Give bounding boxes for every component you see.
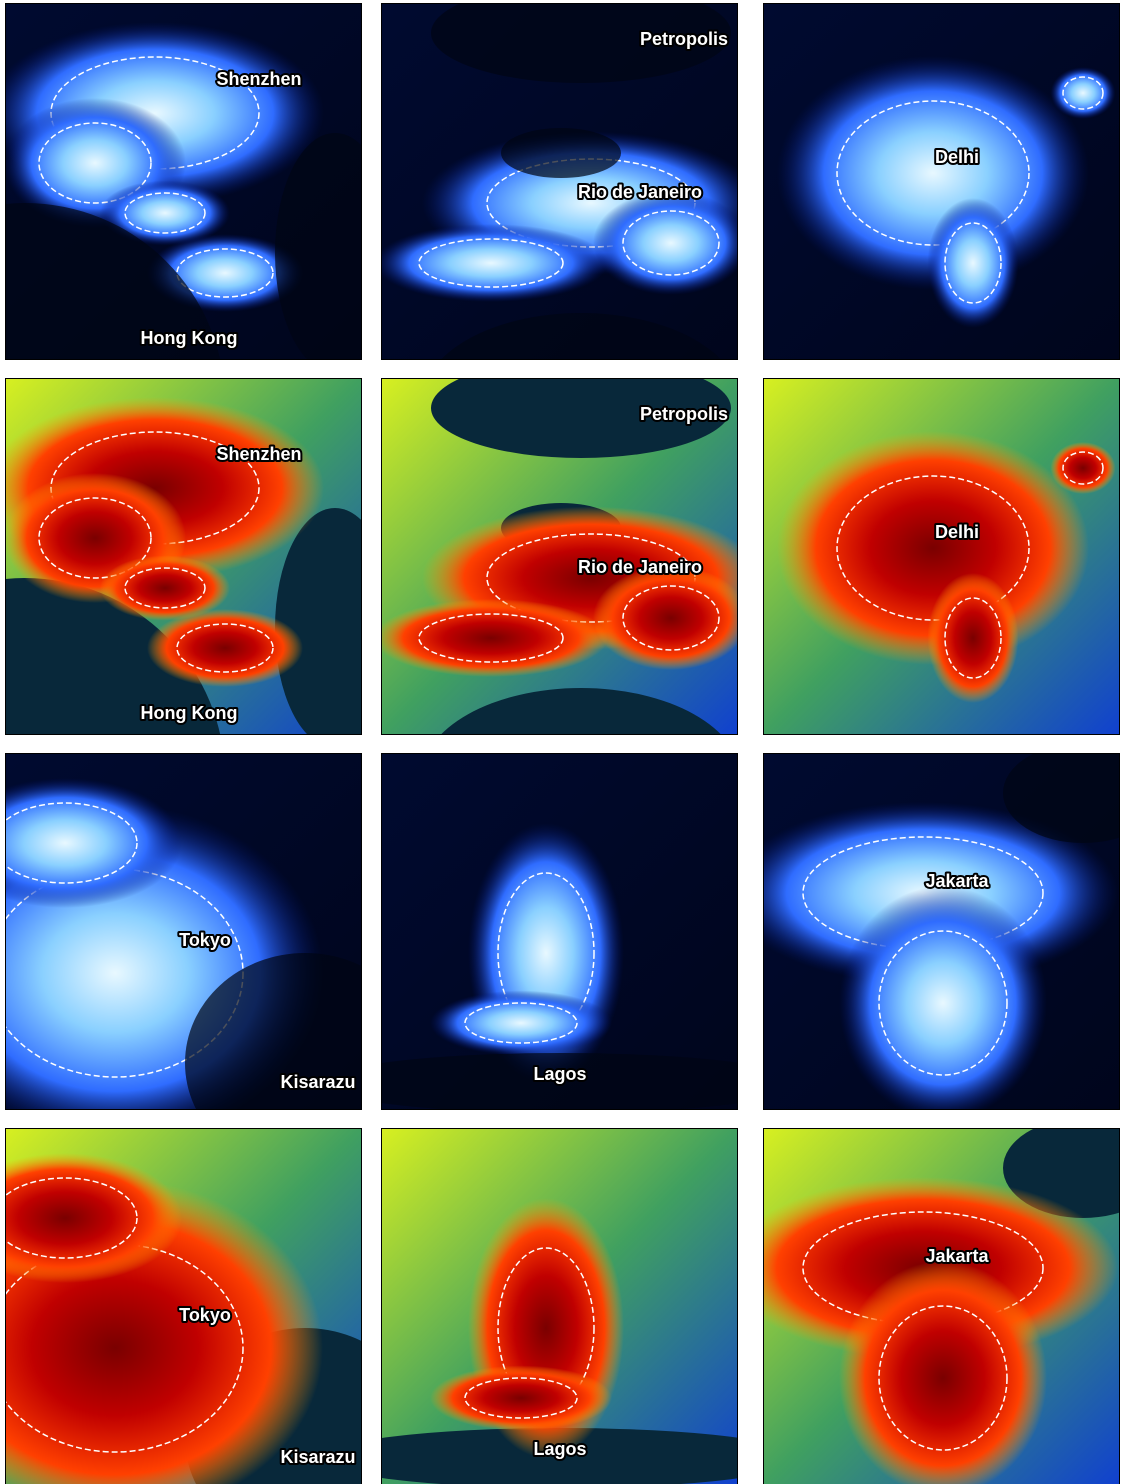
city-label: Shenzhen — [216, 444, 301, 464]
urban-glow — [147, 609, 303, 687]
night-light-map: Shenzhen Hong Kong — [5, 3, 362, 360]
city-label: Lagos — [533, 1439, 586, 1459]
density-map: Lagos — [381, 1128, 738, 1484]
city-label: Hong Kong — [141, 328, 238, 348]
city-label: Delhi — [935, 522, 979, 542]
urban-glow — [430, 991, 612, 1056]
night-light-map: Tokyo Kisarazu — [5, 753, 362, 1110]
urban-glow — [381, 599, 608, 677]
night-light-map: Lagos — [381, 753, 738, 1110]
night-light-map: Petropolis Rio de Janeiro — [381, 3, 738, 360]
city-label: Kisarazu — [280, 1447, 355, 1467]
urban-glow — [928, 573, 1019, 703]
city-label: Rio de Janeiro — [578, 557, 702, 577]
density-map: Tokyo Kisarazu — [5, 1128, 362, 1484]
urban-glow — [1051, 67, 1116, 119]
night-light-map: Delhi — [763, 3, 1120, 360]
water — [501, 128, 621, 178]
city-label: Shenzhen — [216, 69, 301, 89]
city-label: Jakarta — [925, 1246, 989, 1266]
city-label: Rio de Janeiro — [578, 182, 702, 202]
night-light-map: Jakarta — [763, 753, 1120, 1110]
city-label: Petropolis — [640, 29, 728, 49]
city-label: Tokyo — [179, 930, 231, 950]
urban-glow — [381, 224, 608, 302]
density-map: Jakarta — [763, 1128, 1120, 1484]
city-label: Delhi — [935, 147, 979, 167]
urban-glow — [839, 1261, 1047, 1484]
density-map: Shenzhen Hong Kong — [5, 378, 362, 735]
urban-glow — [928, 198, 1019, 328]
density-map: Delhi — [763, 378, 1120, 735]
city-label: Petropolis — [640, 404, 728, 424]
city-label: Lagos — [533, 1064, 586, 1084]
city-label: Jakarta — [925, 871, 989, 891]
city-label: Hong Kong — [141, 703, 238, 723]
figure: Shenzhen Hong Kong Petropolis Rio de Janeir… — [0, 0, 1121, 1484]
urban-glow — [430, 1366, 612, 1431]
city-label: Kisarazu — [280, 1072, 355, 1092]
urban-glow — [1051, 442, 1116, 494]
urban-glow — [100, 556, 230, 621]
urban-glow — [839, 886, 1047, 1110]
density-map: Petropolis Rio de Janeiro — [381, 378, 738, 735]
city-label: Tokyo — [179, 1305, 231, 1325]
